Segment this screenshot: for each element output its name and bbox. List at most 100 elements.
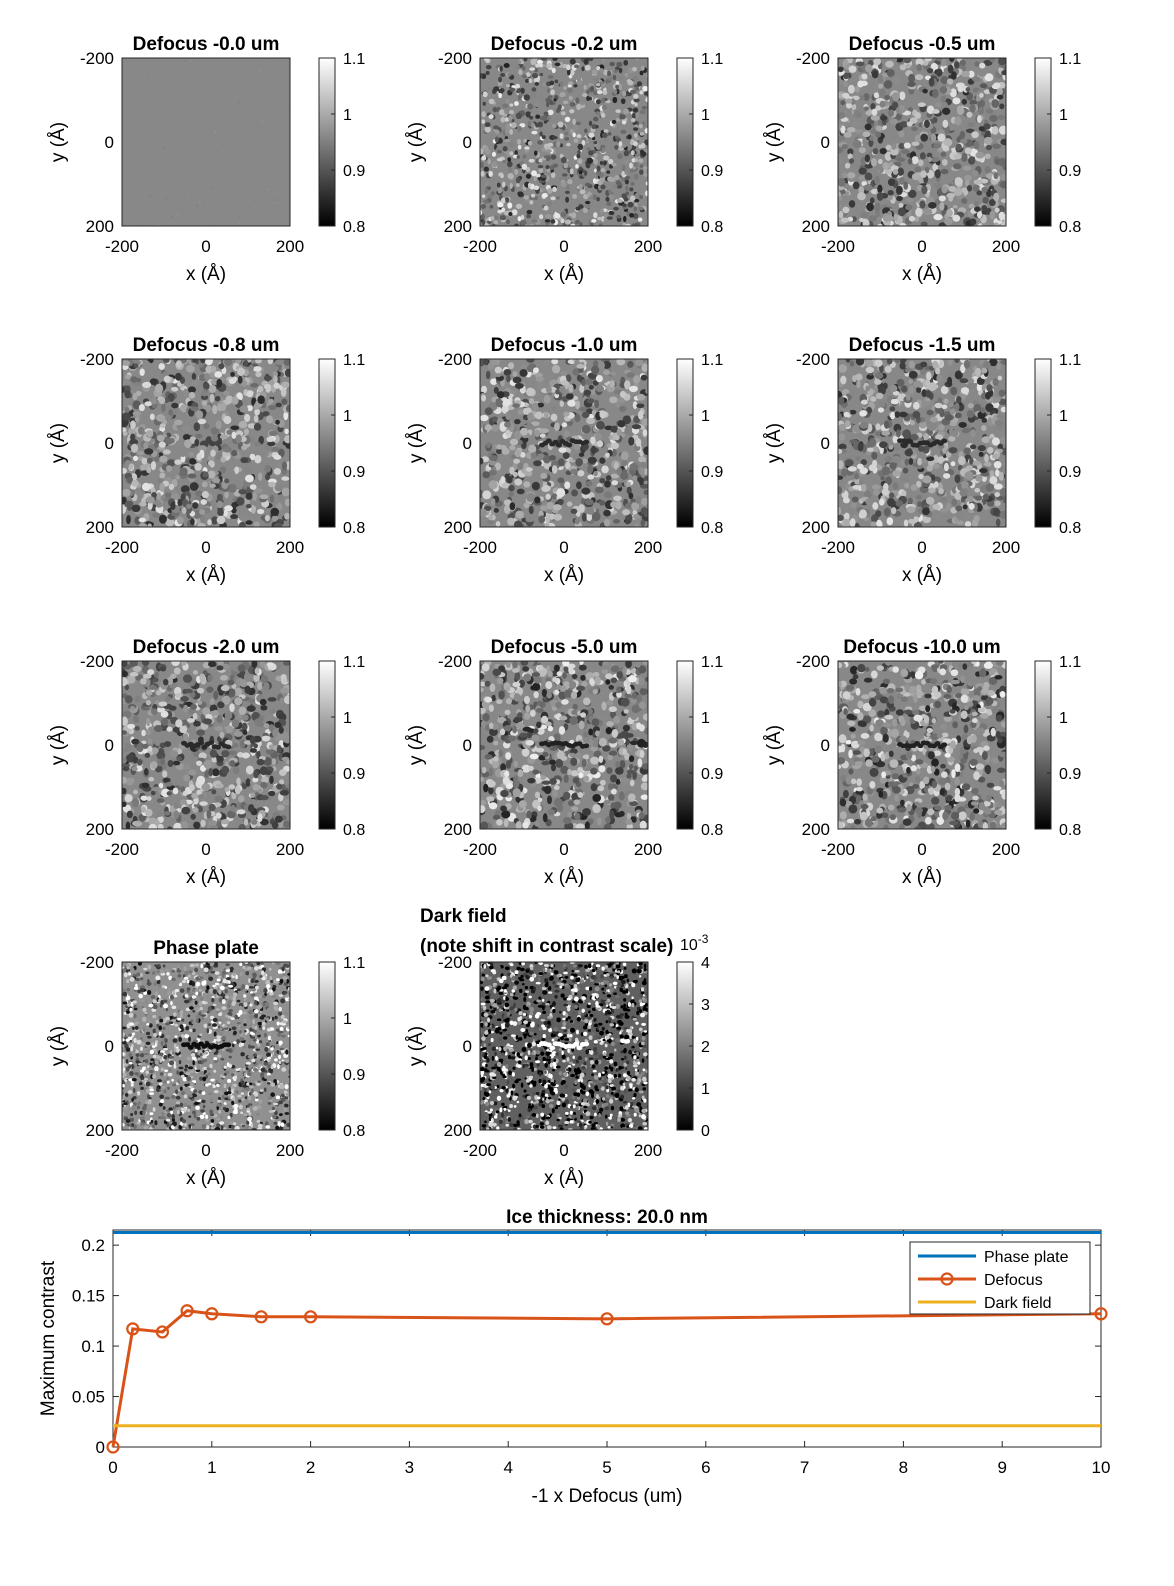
noise-blob xyxy=(526,493,536,502)
noise-blob xyxy=(505,98,510,104)
noise-blob xyxy=(125,777,134,786)
noise-blob xyxy=(981,367,988,374)
noise-blob xyxy=(572,703,578,710)
noise-blob xyxy=(550,219,556,224)
noise-blob xyxy=(871,484,881,490)
noise-blob xyxy=(183,704,189,713)
noise-blob xyxy=(552,733,561,743)
noise-blob xyxy=(176,756,183,761)
noise-blob xyxy=(269,775,274,785)
noise-blob xyxy=(568,383,574,393)
noise-blob xyxy=(163,414,172,421)
noise-blob xyxy=(843,519,850,527)
noise-blob xyxy=(892,390,900,396)
noise-blob xyxy=(602,90,608,95)
noise-blob xyxy=(600,779,606,786)
noise-blob xyxy=(591,69,598,75)
noise-blob xyxy=(279,789,289,796)
noise-blob xyxy=(642,661,648,665)
noise-blob xyxy=(904,449,913,457)
noise-blob xyxy=(180,695,189,702)
noise-blob xyxy=(235,434,242,444)
noise-blob xyxy=(924,58,933,62)
noise-blob xyxy=(559,91,566,98)
noise-blob xyxy=(912,401,920,410)
noise-blob xyxy=(534,150,538,156)
noise-blob xyxy=(155,500,163,508)
noise-blob xyxy=(208,767,213,777)
noise-blob xyxy=(145,808,153,817)
noise-blob xyxy=(939,202,945,211)
noise-blob xyxy=(244,428,250,435)
noise-blob xyxy=(838,204,843,210)
noise-blob xyxy=(631,223,636,226)
noise-blob xyxy=(906,506,916,513)
noise-blob xyxy=(851,496,859,503)
noise-blob xyxy=(554,62,561,67)
central-feature xyxy=(556,442,562,448)
noise-blob xyxy=(138,403,145,412)
noise-blob xyxy=(480,148,484,155)
noise-blob xyxy=(635,496,642,504)
noise-blob xyxy=(875,209,881,218)
noise-blob xyxy=(186,718,195,723)
noise-blob xyxy=(590,86,594,91)
noise-blob xyxy=(874,175,880,185)
noise-blob xyxy=(891,507,897,515)
noise-blob xyxy=(630,182,635,186)
noise-blob xyxy=(619,760,626,769)
noise-blob xyxy=(630,118,636,123)
noise-blob xyxy=(973,200,979,207)
noise-blob xyxy=(538,62,543,68)
image-frame xyxy=(121,358,291,528)
noise-blob xyxy=(885,144,892,151)
noise-blob xyxy=(933,454,939,464)
noise-blob xyxy=(939,508,949,513)
noise-blob xyxy=(849,158,855,164)
noise-blob xyxy=(875,131,882,138)
noise-blob xyxy=(608,189,613,195)
noise-blob xyxy=(879,400,886,408)
noise-blob xyxy=(601,465,609,474)
noise-blob xyxy=(968,503,975,510)
noise-blob xyxy=(515,64,520,70)
noise-blob xyxy=(564,190,570,194)
noise-blob xyxy=(908,457,914,466)
noise-blob xyxy=(595,170,602,176)
noise-blob xyxy=(908,189,917,199)
noise-blob xyxy=(527,412,535,421)
noise-blob xyxy=(151,491,157,498)
noise-blob xyxy=(940,385,949,395)
noise-blob xyxy=(847,84,855,94)
noise-blob xyxy=(234,785,241,795)
noise-blob xyxy=(856,379,861,389)
noise-blob xyxy=(557,121,564,128)
noise-blob xyxy=(173,822,182,829)
noise-blob xyxy=(983,461,992,467)
noise-blob xyxy=(150,461,157,471)
noise-blob xyxy=(557,458,565,467)
noise-blob xyxy=(284,512,290,520)
noise-blob xyxy=(603,155,610,161)
noise-blob xyxy=(143,381,152,388)
noise-blob xyxy=(131,766,138,772)
y-tick-label: 0 xyxy=(821,133,830,152)
noise-blob xyxy=(482,199,489,204)
noise-blob xyxy=(979,83,988,89)
noise-blob xyxy=(540,505,549,511)
noise-blob xyxy=(994,492,1000,498)
noise-blob xyxy=(587,474,595,480)
noise-blob xyxy=(554,213,561,219)
noise-blob xyxy=(847,148,854,156)
noise-blob xyxy=(158,782,164,789)
noise-blob xyxy=(581,411,590,419)
noise-blob xyxy=(279,769,287,776)
noise-blob xyxy=(1002,165,1006,171)
noise-blob xyxy=(480,672,485,680)
noise-blob xyxy=(593,502,601,510)
noise-blob xyxy=(272,371,278,378)
noise-blob xyxy=(506,161,513,168)
noise-blob xyxy=(552,163,559,168)
noise-blob xyxy=(599,457,606,464)
